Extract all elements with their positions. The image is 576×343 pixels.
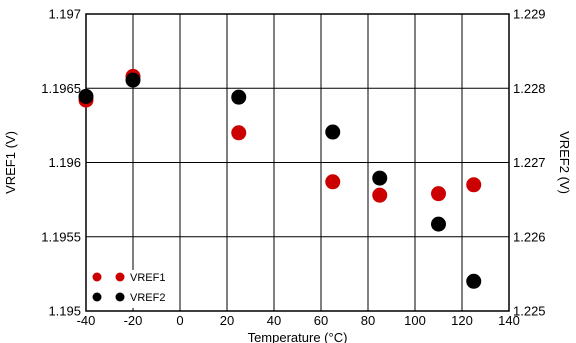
- x-axis-label: Temperature (°C): [248, 330, 348, 343]
- y2-tick-label: 1.229: [513, 7, 546, 22]
- x-tick-label: 20: [220, 313, 234, 328]
- data-point-vref2: [231, 89, 247, 105]
- legend-label-vref1: VREF1: [130, 272, 165, 284]
- legend-label-vref2: VREF2: [130, 292, 165, 304]
- data-point-vref2: [466, 273, 482, 289]
- data-point-vref2: [431, 216, 446, 232]
- y-axis-label: VREF1 (V): [3, 131, 18, 194]
- data-points: [78, 68, 482, 289]
- y-tick-label: 1.196: [48, 155, 81, 170]
- data-point-vref1: [231, 125, 247, 141]
- y2-tick-labels: 1.225 1.226 1.227 1.228 1.229: [513, 7, 546, 319]
- plot-frame: [85, 13, 510, 312]
- x-tick-labels: -40 -20 0 20 40 60 80 100 120 140: [77, 313, 520, 328]
- legend-marker-vref1-a: [92, 272, 102, 282]
- y-tick-label: 1.1965: [41, 81, 81, 96]
- data-point-vref2: [125, 72, 141, 88]
- x-tick-label: 140: [498, 313, 520, 328]
- data-point-vref2: [78, 88, 94, 104]
- y-tick-label: 1.1955: [41, 229, 81, 244]
- y2-tick-label: 1.227: [513, 155, 546, 170]
- data-point-vref1: [325, 174, 341, 190]
- y-tick-label: 1.197: [48, 7, 81, 22]
- legend-background: [88, 270, 170, 308]
- x-tick-label: 120: [451, 313, 473, 328]
- data-point-vref2: [372, 170, 388, 186]
- y-tick-label: 1.195: [48, 304, 81, 319]
- grid: [86, 14, 509, 311]
- y-tick-labels: 1.195 1.1955 1.196 1.1965 1.197: [41, 7, 81, 319]
- data-point-vref1: [431, 186, 446, 202]
- legend-marker-vref2-a: [92, 292, 102, 302]
- y2-tick-label: 1.225: [513, 304, 546, 319]
- data-point-vref1: [372, 187, 388, 203]
- y2-tick-label: 1.228: [513, 81, 546, 96]
- y2-axis-label: VREF2 (V): [557, 131, 572, 194]
- x-tick-label: -40: [77, 313, 96, 328]
- x-tick-label: 0: [176, 313, 183, 328]
- x-tick-label: 60: [314, 313, 328, 328]
- x-tick-label: 40: [267, 313, 281, 328]
- legend-marker-vref1-b: [115, 272, 125, 282]
- y2-tick-label: 1.226: [513, 229, 546, 244]
- x-tick-label: -20: [124, 313, 143, 328]
- x-tick-label: 80: [361, 313, 375, 328]
- data-point-vref1: [466, 177, 482, 193]
- legend: VREF1 VREF2: [88, 270, 170, 308]
- legend-marker-vref2-b: [115, 292, 125, 302]
- x-tick-label: 100: [404, 313, 426, 328]
- data-point-vref2: [325, 124, 341, 140]
